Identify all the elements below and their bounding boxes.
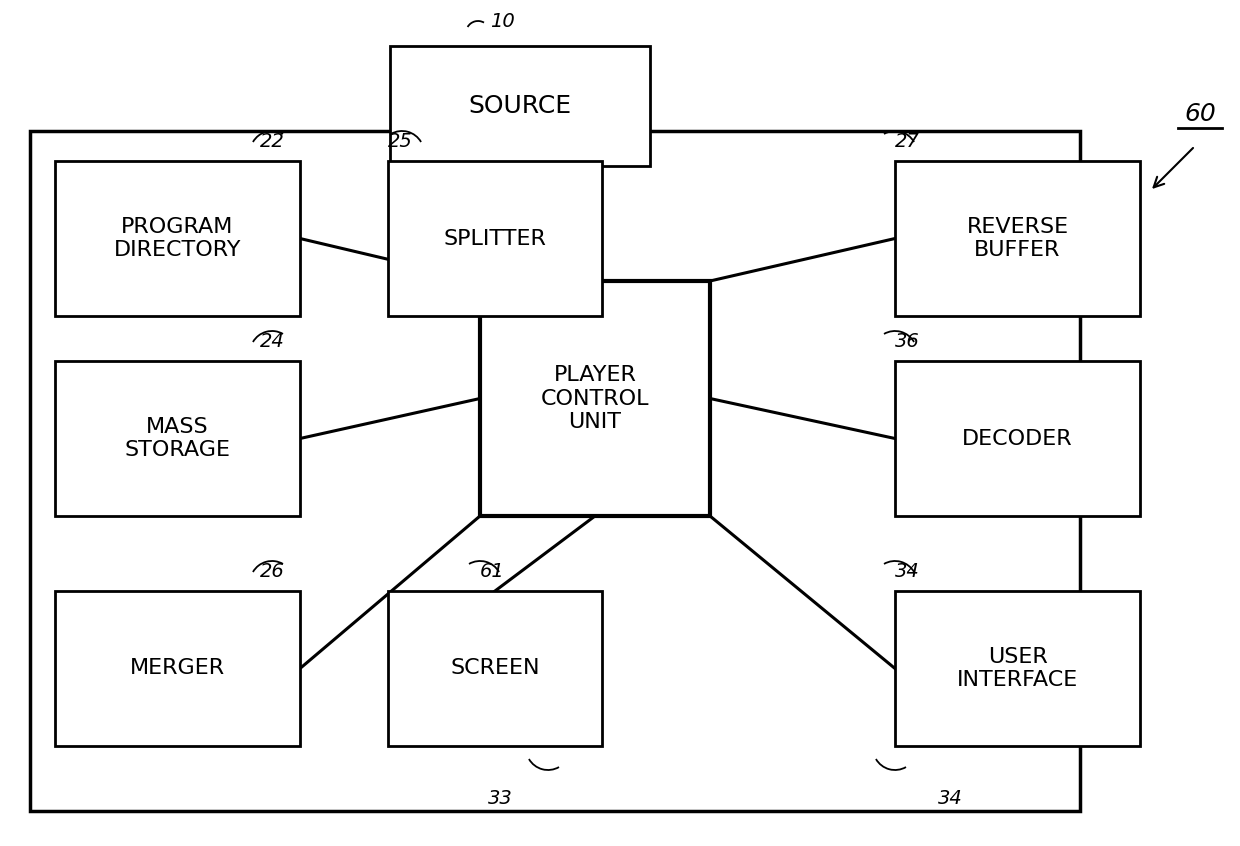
Text: USER
INTERFACE: USER INTERFACE bbox=[957, 647, 1078, 690]
Text: SCREEN: SCREEN bbox=[450, 658, 539, 678]
Text: 22: 22 bbox=[260, 132, 285, 151]
Text: SOURCE: SOURCE bbox=[469, 94, 572, 118]
Text: REVERSE
BUFFER: REVERSE BUFFER bbox=[966, 217, 1069, 260]
Bar bbox=[55, 361, 300, 516]
Text: 25: 25 bbox=[388, 132, 413, 151]
Text: PROGRAM
DIRECTORY: PROGRAM DIRECTORY bbox=[114, 217, 242, 260]
Text: MERGER: MERGER bbox=[130, 658, 226, 678]
Text: 24: 24 bbox=[260, 332, 285, 351]
Bar bbox=[391, 46, 650, 166]
Bar bbox=[388, 591, 601, 746]
Text: MASS
STORAGE: MASS STORAGE bbox=[124, 417, 231, 460]
Text: PLAYER
CONTROL
UNIT: PLAYER CONTROL UNIT bbox=[541, 365, 650, 431]
Text: 34: 34 bbox=[937, 789, 962, 808]
Text: 33: 33 bbox=[487, 789, 512, 808]
Bar bbox=[895, 361, 1140, 516]
Bar bbox=[55, 161, 300, 316]
Bar bbox=[388, 161, 601, 316]
Bar bbox=[895, 161, 1140, 316]
Bar bbox=[55, 591, 300, 746]
Bar bbox=[30, 131, 1080, 811]
Text: 61: 61 bbox=[480, 562, 505, 581]
Bar bbox=[480, 281, 711, 516]
Text: 27: 27 bbox=[895, 132, 920, 151]
Text: 34: 34 bbox=[895, 562, 920, 581]
Text: 36: 36 bbox=[895, 332, 920, 351]
Bar bbox=[895, 591, 1140, 746]
Text: 10: 10 bbox=[490, 12, 515, 31]
Text: 26: 26 bbox=[260, 562, 285, 581]
Text: SPLITTER: SPLITTER bbox=[444, 228, 547, 249]
Text: 60: 60 bbox=[1184, 102, 1216, 126]
Text: DECODER: DECODER bbox=[962, 429, 1073, 448]
